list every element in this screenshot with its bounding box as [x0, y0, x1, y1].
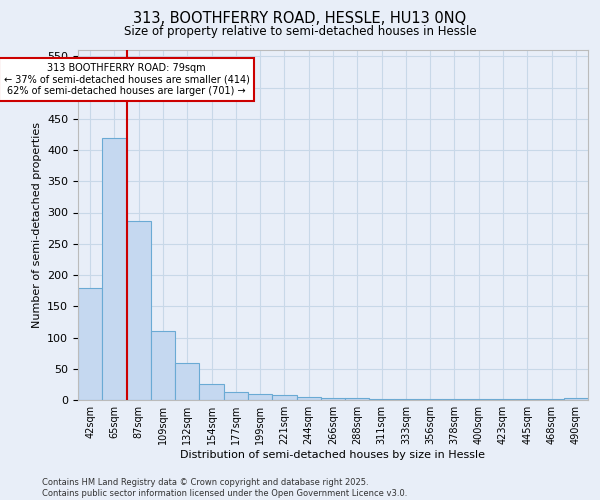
Bar [102, 138, 127, 400]
Bar [127, 220, 151, 400]
Bar [272, 395, 296, 400]
Bar [564, 398, 588, 400]
Text: Contains HM Land Registry data © Crown copyright and database right 2025.
Contai: Contains HM Land Registry data © Crown c… [42, 478, 407, 498]
Bar [321, 398, 345, 400]
Bar [394, 399, 418, 400]
Bar [345, 398, 370, 400]
Bar [78, 288, 102, 400]
Bar [248, 394, 272, 400]
Text: 313, BOOTHFERRY ROAD, HESSLE, HU13 0NQ: 313, BOOTHFERRY ROAD, HESSLE, HU13 0NQ [133, 11, 467, 26]
Bar [175, 362, 199, 400]
Y-axis label: Number of semi-detached properties: Number of semi-detached properties [32, 122, 41, 328]
Bar [418, 399, 442, 400]
X-axis label: Distribution of semi-detached houses by size in Hessle: Distribution of semi-detached houses by … [181, 450, 485, 460]
Bar [296, 397, 321, 400]
Text: Size of property relative to semi-detached houses in Hessle: Size of property relative to semi-detach… [124, 25, 476, 38]
Text: 313 BOOTHFERRY ROAD: 79sqm
← 37% of semi-detached houses are smaller (414)
62% o: 313 BOOTHFERRY ROAD: 79sqm ← 37% of semi… [4, 62, 250, 96]
Bar [224, 392, 248, 400]
Bar [370, 399, 394, 400]
Bar [199, 384, 224, 400]
Bar [151, 331, 175, 400]
